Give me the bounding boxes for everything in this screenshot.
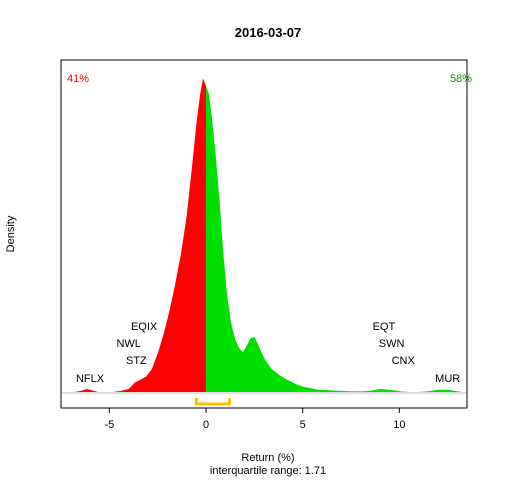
positive-share-label: 58% bbox=[450, 73, 472, 85]
outlier-labels: NFLX STZ NWL EQIX MUR CNX SWN EQT bbox=[76, 321, 460, 385]
x-tick-label-5: 5 bbox=[300, 419, 306, 431]
chart-title: 2016-03-07 bbox=[235, 25, 302, 40]
plot-frame bbox=[60, 59, 468, 409]
outlier-label-nwl: NWL bbox=[116, 338, 140, 350]
outlier-label-mur: MUR bbox=[435, 373, 460, 385]
density-areas bbox=[66, 78, 464, 393]
x-tick-label--5: -5 bbox=[104, 419, 114, 431]
iqr-bracket bbox=[194, 398, 231, 406]
y-axis-label: Density bbox=[5, 215, 17, 252]
outlier-label-stz: STZ bbox=[126, 355, 147, 367]
x-axis-label: Return (%) bbox=[241, 452, 294, 464]
outlier-label-nflx: NFLX bbox=[76, 373, 105, 385]
outlier-label-cnx: CNX bbox=[392, 355, 416, 367]
x-axis: -5 0 5 10 bbox=[104, 408, 405, 431]
positive-density-area bbox=[206, 86, 464, 393]
outlier-label-eqix: EQIX bbox=[131, 321, 158, 333]
x-tick-label-10: 10 bbox=[393, 419, 405, 431]
outlier-label-eqt: EQT bbox=[373, 321, 396, 333]
outlier-label-swn: SWN bbox=[379, 338, 405, 350]
negative-share-label: 41% bbox=[67, 73, 89, 85]
negative-density-area bbox=[66, 78, 206, 393]
x-tick-label-0: 0 bbox=[203, 419, 209, 431]
iqr-subtitle: interquartile range: 1.71 bbox=[210, 465, 326, 477]
